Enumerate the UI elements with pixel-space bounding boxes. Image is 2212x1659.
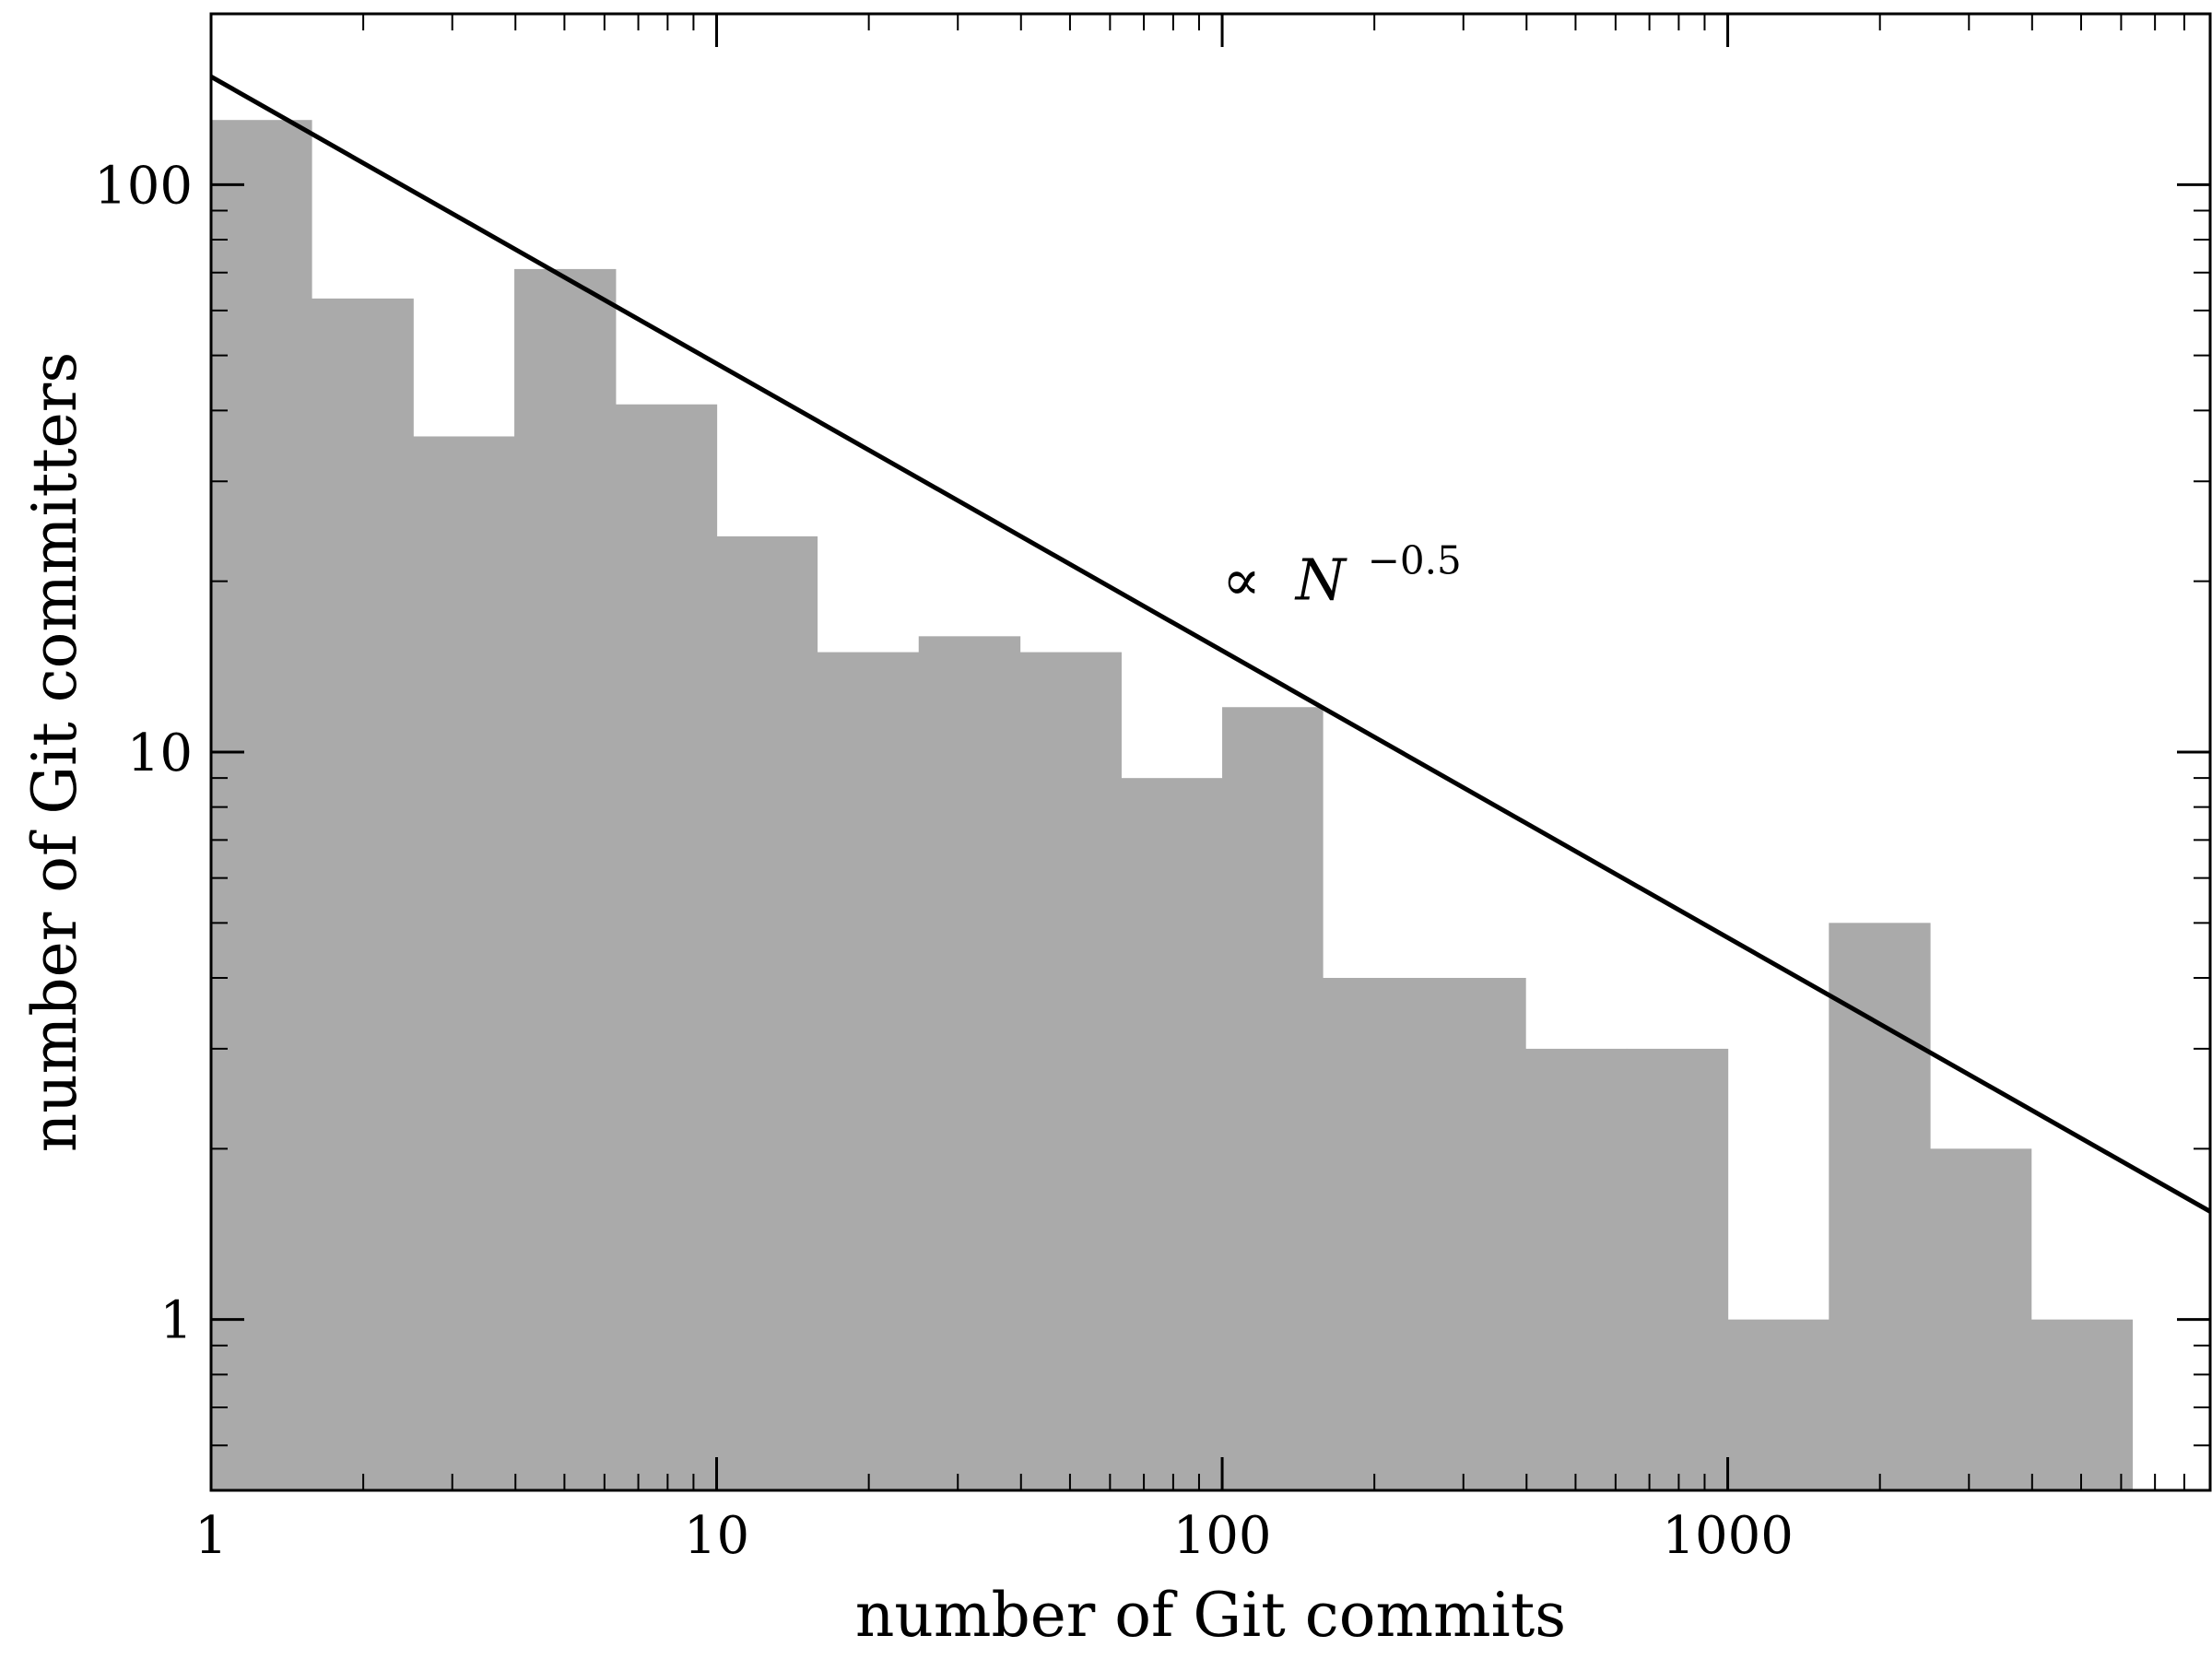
histogram-bar bbox=[1727, 1319, 1830, 1490]
annotation-variable: N bbox=[1294, 547, 1348, 614]
histogram-bar bbox=[918, 636, 1021, 1490]
histogram-bar bbox=[1424, 977, 1526, 1490]
histogram-bar bbox=[817, 652, 920, 1490]
histogram-bar bbox=[311, 298, 414, 1490]
histogram-bar bbox=[615, 404, 718, 1491]
x-axis-title: number of Git commits bbox=[855, 1580, 1566, 1651]
axis-ticks bbox=[209, 13, 2211, 1491]
x-tick-labels: 1 10 100 1000 bbox=[194, 1506, 1794, 1566]
fit-annotation: ∝ N −0.5 bbox=[1222, 538, 1462, 614]
histogram-bar bbox=[1121, 778, 1223, 1490]
histogram-bar bbox=[211, 120, 312, 1491]
proportional-symbol: ∝ bbox=[1222, 547, 1261, 614]
histogram-bar bbox=[1323, 977, 1425, 1490]
histogram-bar bbox=[2030, 1319, 2134, 1490]
histogram-bar bbox=[1222, 707, 1324, 1490]
histogram-bar bbox=[413, 436, 515, 1491]
x-tick-label: 10 bbox=[684, 1506, 749, 1566]
y-tick-label: 10 bbox=[127, 724, 193, 783]
annotation-exponent: −0.5 bbox=[1368, 538, 1462, 583]
y-tick-label: 1 bbox=[159, 1291, 193, 1351]
x-tick-label: 1000 bbox=[1662, 1506, 1794, 1566]
x-tick-label: 100 bbox=[1173, 1506, 1272, 1566]
power-law-fit-line bbox=[209, 74, 2212, 1214]
y-axis-title: number of Git committers bbox=[19, 352, 90, 1152]
x-tick-label: 1 bbox=[194, 1506, 228, 1566]
y-tick-labels: 1 10 100 bbox=[94, 156, 193, 1350]
y-tick-label: 100 bbox=[94, 156, 193, 216]
histogram-bar bbox=[1626, 1048, 1729, 1490]
histogram-bars bbox=[211, 120, 2134, 1491]
histogram-bar bbox=[1019, 652, 1122, 1490]
histogram-bar bbox=[1525, 1048, 1628, 1490]
histogram-bar bbox=[1929, 1148, 2032, 1490]
histogram-bar bbox=[716, 535, 818, 1490]
histogram-bar bbox=[1829, 923, 1931, 1490]
histogram-bar bbox=[514, 268, 617, 1490]
